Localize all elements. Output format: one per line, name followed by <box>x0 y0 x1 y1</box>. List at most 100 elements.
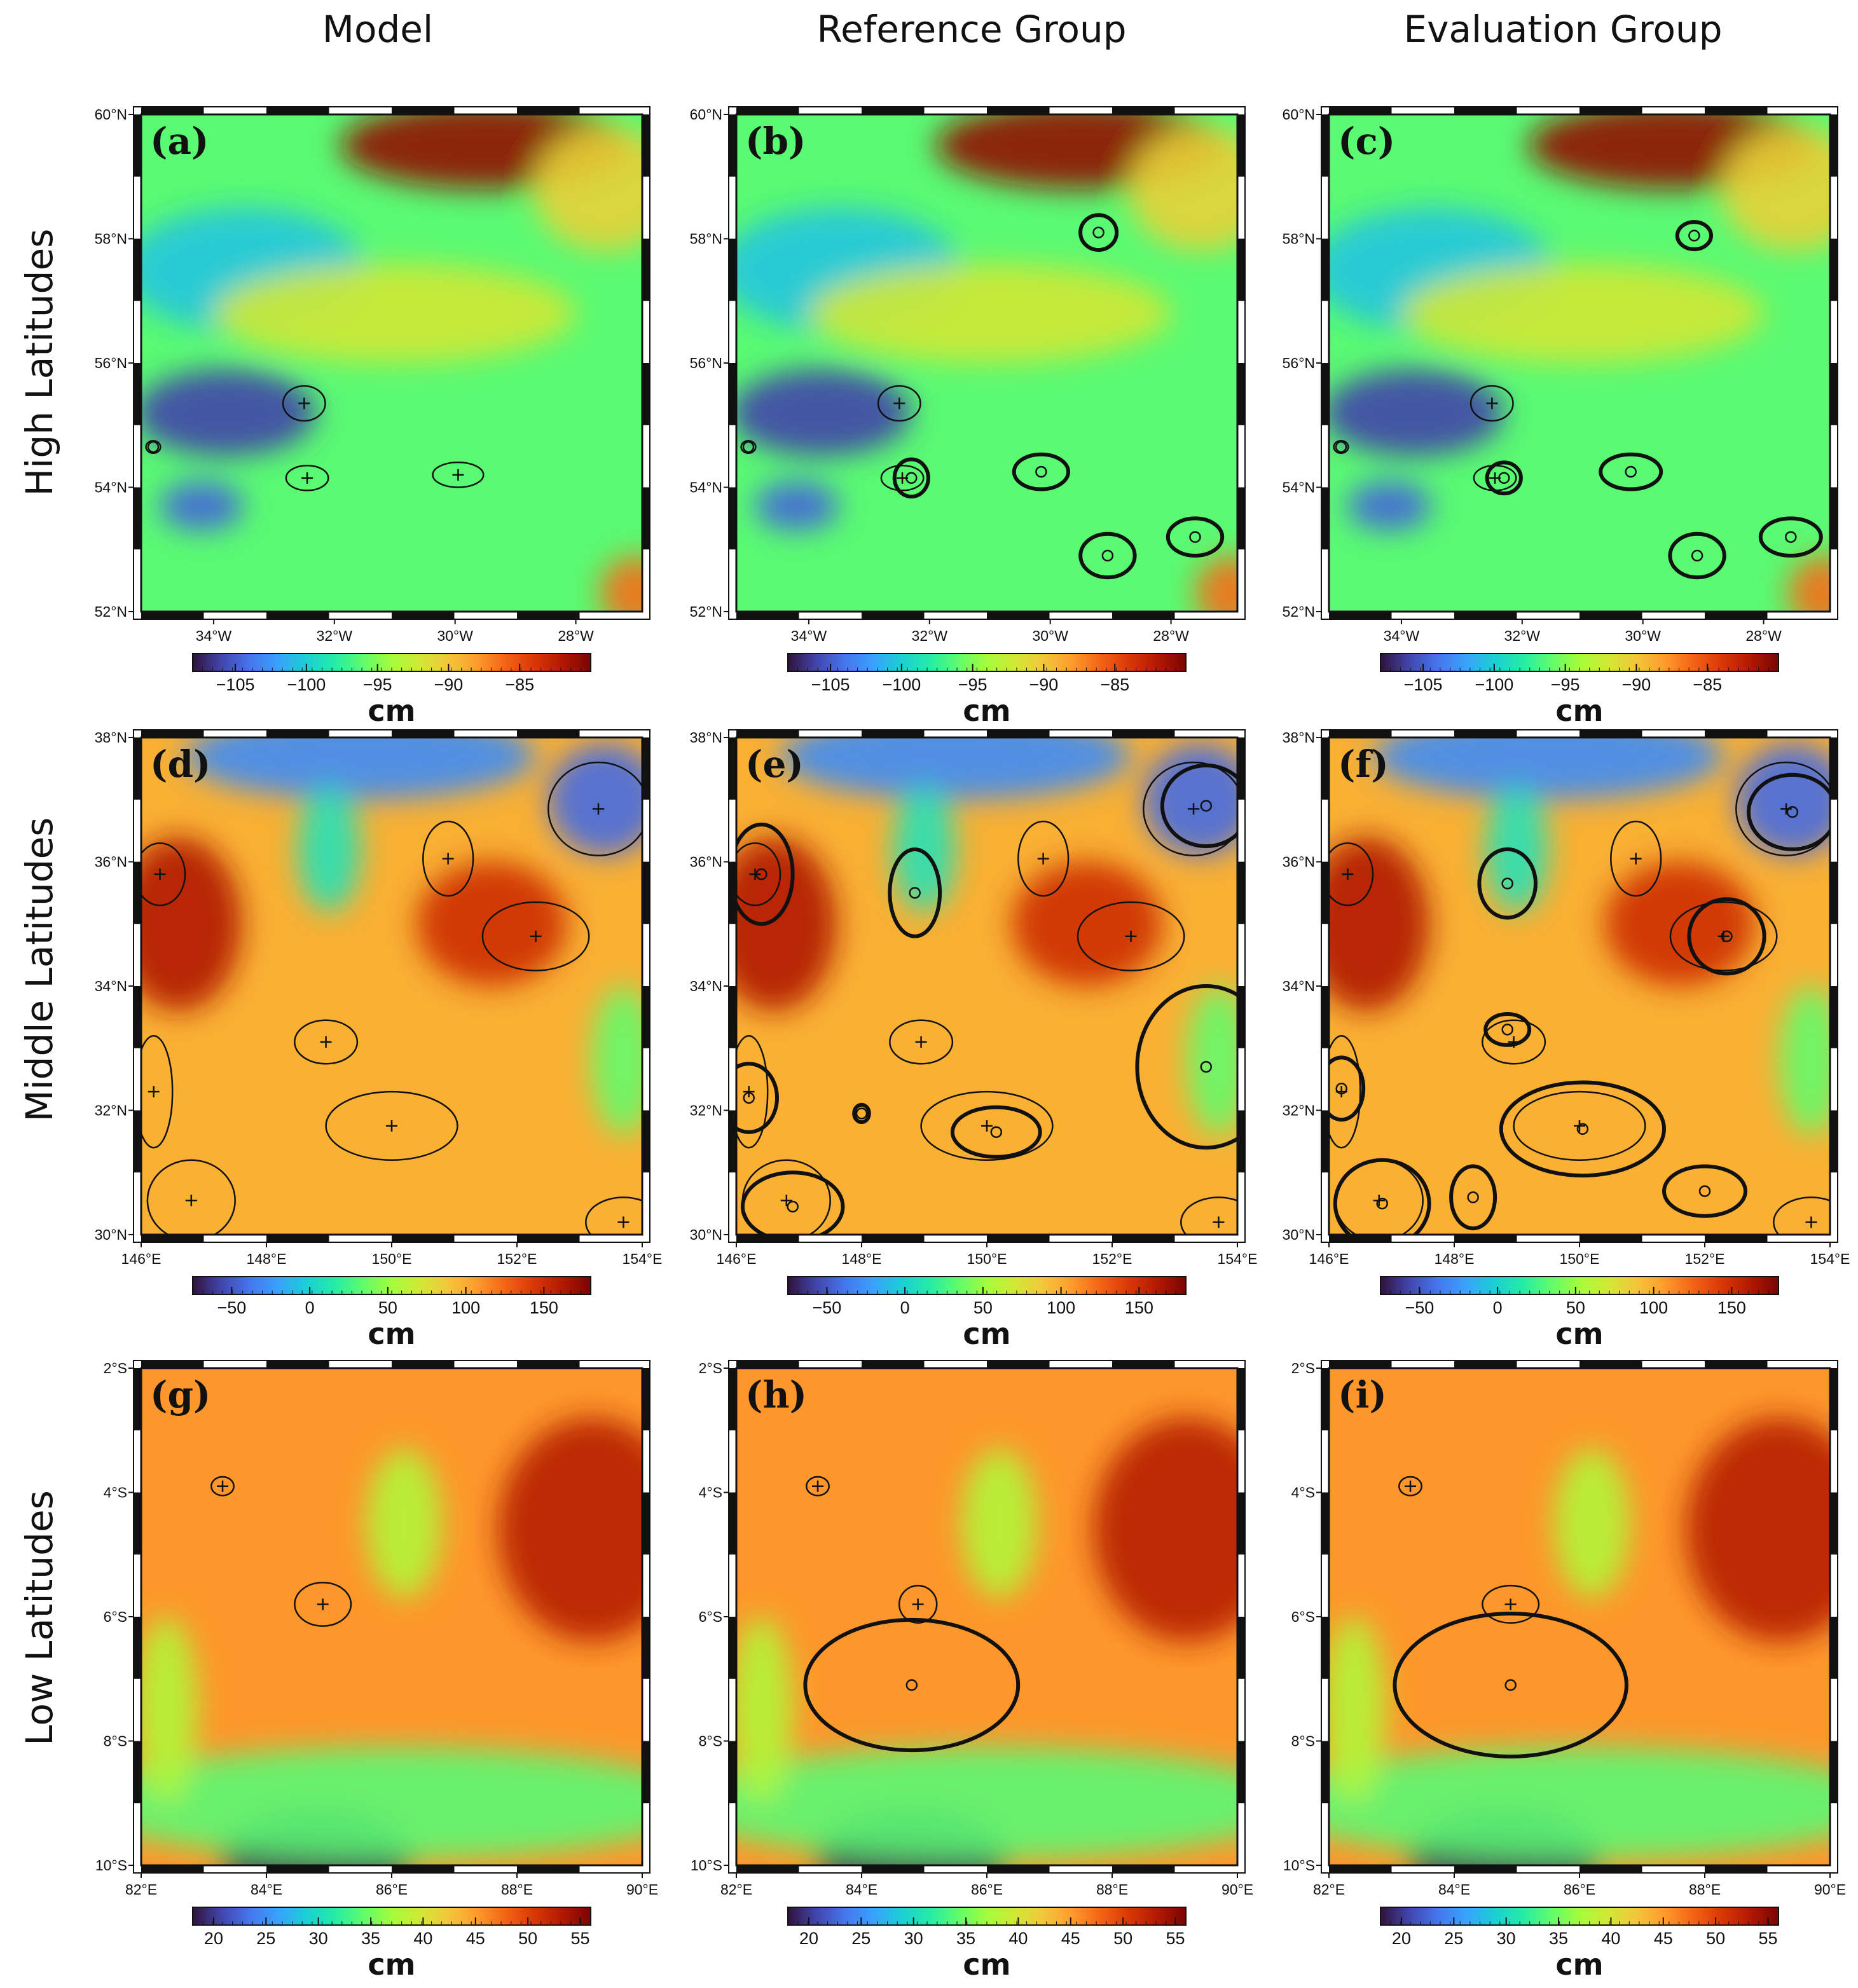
eddy-center-plus <box>593 803 605 815</box>
frame-segment <box>642 1492 650 1555</box>
eddy-center-circle <box>1092 226 1104 238</box>
eddy-center-circle <box>1335 1083 1347 1095</box>
frame-segment <box>392 1235 455 1242</box>
frame-segment <box>266 1865 329 1873</box>
eddy-boundary <box>422 820 474 897</box>
colorbar-unit: cm <box>368 694 415 728</box>
panel-grid: (a) 52°N 54°N 56°N 58°N 60°N 34°W 32°W 30°W 28°W −… <box>95 106 1850 1982</box>
frame-segment <box>1237 1110 1245 1173</box>
lon-tick-label: 148°E <box>842 1251 882 1267</box>
lat-tick-label: 56°N <box>95 355 127 371</box>
frame-segment <box>266 1361 329 1368</box>
ssh-anomaly-blob <box>548 743 642 856</box>
colorbar-unit: cm <box>1555 1317 1603 1351</box>
eddy-center-plus <box>1486 397 1498 409</box>
frame-segment <box>1705 1361 1768 1368</box>
eddy-boundary <box>1135 984 1237 1150</box>
frame-segment <box>134 861 141 924</box>
eddy-center-plus <box>1630 853 1642 865</box>
frame-segment <box>517 612 580 619</box>
frame-segment <box>1321 363 1329 425</box>
lat-tick-label: 58°N <box>690 231 722 247</box>
colorbar-tick-label: −50 <box>217 1298 246 1317</box>
ssh-field <box>736 1368 1237 1865</box>
lat-tick-label: 6°S <box>699 1608 722 1625</box>
frame-segment <box>1830 737 1838 800</box>
lat-tick-label: 4°S <box>699 1484 722 1501</box>
eddy-boundary <box>1669 901 1778 971</box>
frame-segment <box>1321 861 1329 924</box>
frame-segment <box>1705 1865 1768 1873</box>
colorbar-tick-label: 25 <box>851 1929 871 1948</box>
frame-segment <box>642 487 650 550</box>
colorbar: −105 −100 −95 −90 −85 cm <box>1380 653 1779 728</box>
frame-segment <box>862 107 925 114</box>
colorbar-tick-label: −100 <box>1475 675 1513 694</box>
eddy-boundary <box>285 464 329 491</box>
eddy-center-circle <box>909 887 921 899</box>
frame-segment <box>1237 861 1245 924</box>
lat-tick-label: 36°N <box>1283 854 1315 870</box>
eddy-center-circle <box>743 1092 755 1104</box>
lon-tick-label: 86°E <box>376 1881 408 1898</box>
lon-tick-label: 90°E <box>626 1881 658 1898</box>
colorbar: −105 −100 −95 −90 −85 cm <box>192 653 591 728</box>
eddy-boundary <box>1333 439 1349 455</box>
frame-segment <box>1329 612 1392 619</box>
eddy-boundary <box>1675 220 1713 252</box>
frame-segment <box>134 1617 141 1679</box>
colorbar-tick-label: 30 <box>309 1929 328 1948</box>
frame-segment <box>1237 737 1245 800</box>
eddy-center-plus <box>530 930 542 942</box>
lon-tick-label: 150°E <box>372 1251 412 1267</box>
lon-tick-label: 152°E <box>497 1251 537 1267</box>
eddy-boundary <box>898 1584 938 1624</box>
ssh-anomaly-blob <box>416 861 567 987</box>
colorbar-tick-label: 55 <box>1166 1929 1185 1948</box>
ssh-anomaly-blob <box>1554 1449 1630 1598</box>
ssh-anomaly-blob <box>600 556 642 612</box>
lat-tick-label: 2°S <box>699 1360 722 1376</box>
ssh-field <box>1329 114 1830 612</box>
lon-tick-label: 152°E <box>1685 1251 1725 1267</box>
eddy-boundary <box>141 1034 174 1149</box>
ssh-anomaly-blob <box>754 481 839 531</box>
map-panel-i: (i) 10°S 8°S 6°S 4°S 2°S 82°E 84°E 86°E 88°E 90°E 2… <box>1283 1360 1846 1982</box>
ssh-anomaly-blob <box>780 737 1131 800</box>
frame-segment <box>729 363 736 425</box>
eddy-center-circle <box>1467 1191 1479 1203</box>
colorbar-tick-label: −100 <box>882 675 921 694</box>
lat-tick-label: 60°N <box>1283 106 1315 123</box>
ssh-anomaly-blob <box>1129 127 1237 252</box>
eddy-center-plus <box>217 1480 229 1492</box>
lon-tick-label: 152°E <box>1092 1251 1132 1267</box>
lon-tick-label: 32°W <box>1504 627 1541 644</box>
frame-segment <box>141 612 204 619</box>
frame-segment <box>1329 1235 1392 1242</box>
colorbar-tick-label: 55 <box>1759 1929 1778 1948</box>
map-panel-g: (g) 10°S 8°S 6°S 4°S 2°S 82°E 84°E 86°E 88°E 90°E 2… <box>95 1360 658 1982</box>
frame-segment <box>392 1361 455 1368</box>
frame-segment <box>642 238 650 301</box>
map-panel-c: (c) 52°N 54°N 56°N 58°N 60°N 34°W 32°W 30°W 28°W −… <box>1283 106 1838 728</box>
colorbar-tick-label: 40 <box>413 1929 432 1948</box>
lat-tick-label: 52°N <box>690 603 722 620</box>
colorbar-tick-label: 50 <box>1706 1929 1725 1948</box>
eddy-boundary <box>1017 820 1070 897</box>
frame-segment <box>1112 1865 1175 1873</box>
panel-label: (f) <box>1338 743 1389 786</box>
eddy-center-circle <box>742 441 755 453</box>
eddy-boundary <box>1329 1034 1361 1149</box>
eddy-boundary <box>1469 385 1514 422</box>
colorbar-unit: cm <box>1555 1947 1603 1982</box>
eddy-center-circle <box>147 441 160 453</box>
map-panel-a: (a) 52°N 54°N 56°N 58°N 60°N 34°W 32°W 30°W 28°W −… <box>95 106 650 728</box>
eddy-boundary <box>1329 1055 1366 1122</box>
frame-segment <box>987 107 1050 114</box>
frame-segment <box>1830 487 1838 550</box>
eddy-center-plus <box>1342 868 1354 881</box>
colorbar: −50 0 50 100 150 cm <box>1380 1276 1779 1351</box>
frame-segment <box>1321 238 1329 301</box>
lon-tick-label: 86°E <box>971 1881 1003 1898</box>
lat-tick-label: 34°N <box>95 978 127 994</box>
